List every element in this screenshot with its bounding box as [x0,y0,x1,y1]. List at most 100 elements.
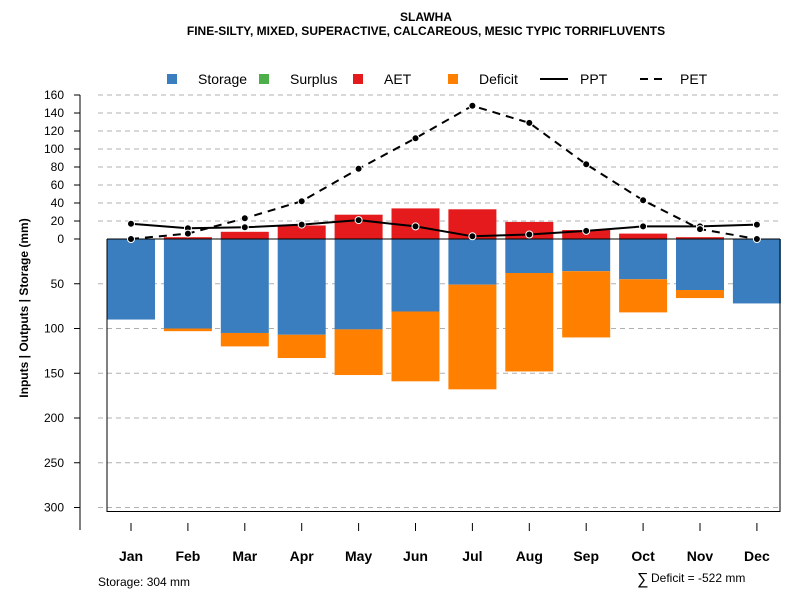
y-tick-label: 50 [51,277,65,291]
storage-bar [334,239,383,330]
legend-swatch-surplus [259,74,269,84]
pet-point [582,160,591,169]
y-tick-label: 60 [51,178,65,192]
ppt-point [240,223,249,232]
deficit-bar [163,328,212,332]
series-lines [127,101,761,243]
deficit-bar [676,290,724,299]
storage-bar [505,239,554,274]
ppt-point [525,230,534,239]
ppt-point [297,220,306,229]
legend-label-ppt: PPT [580,71,608,87]
y-tick-label: 140 [44,106,64,120]
y-tick-label: 200 [44,411,64,425]
y-tick-label: 250 [44,456,64,470]
legend-swatch-storage [167,74,177,84]
y-tick-label: 100 [44,142,64,156]
pet-point [525,118,534,127]
legend-label-storage: Storage [198,71,247,87]
x-tick-label-nov: Nov [687,548,714,564]
storage-footer: Storage: 304 mm [98,575,190,589]
storage-bar [163,239,212,329]
ppt-point [582,226,591,235]
x-tick-label-jan: Jan [119,548,143,564]
ppt-point [127,219,135,228]
y-tick-label: 100 [44,322,64,336]
legend-swatch-deficit [448,74,458,84]
aet-bar [619,233,668,239]
storage-bar [220,239,269,333]
chart-title: SLAWHA [400,10,452,24]
storage-bar [732,239,781,304]
deficit-footer: Deficit = -522 mm [651,571,745,585]
deficit-bar [619,279,668,313]
ppt-point [752,220,761,229]
storage-bar [277,239,326,335]
sum-symbol: ∑ [637,571,648,588]
storage-box [106,239,781,512]
x-tick-label-mar: Mar [232,548,257,564]
y-tick-label: 0 [57,232,64,246]
pet-point [127,235,135,243]
legend: Storage Surplus AET Deficit PPT PET [167,71,708,87]
deficit-bar [505,273,554,372]
storage-bar [107,239,155,320]
y-tick-label: 20 [51,214,65,228]
legend-label-surplus: Surplus [290,71,337,87]
storage-bar [448,239,497,285]
y-tick-label: 80 [51,160,65,174]
pet-point [240,214,249,223]
x-tick-label-jul: Jul [462,548,482,564]
storage-bar [391,239,440,312]
y-axis-label: Inputs | Outputs | Storage (mm) [17,218,31,397]
deficit-bar [448,284,497,390]
pet-point [411,134,420,143]
x-tick-label-feb: Feb [175,548,200,564]
ppt-point [639,222,648,231]
ppt-line [130,219,757,238]
x-tick-label-oct: Oct [631,548,655,564]
pet-line [130,104,758,240]
bars [107,208,781,390]
deficit-bar [277,334,326,359]
pet-point [297,197,306,206]
pet-point [639,196,648,205]
aet-bar [163,237,212,239]
pet-point [752,235,761,243]
legend-label-pet: PET [680,71,708,87]
pet-point [183,229,192,238]
y-tick-label: 40 [51,196,65,210]
aet-bar [277,225,326,239]
legend-swatch-aet [353,74,363,84]
x-tick-label-jun: Jun [403,548,428,564]
x-tick-label-apr: Apr [290,548,315,564]
ppt-point [354,216,363,225]
x-tick-label-may: May [345,548,372,564]
tick-labels: 16014012010080604020050100150200250300Ja… [44,88,770,564]
deficit-bar [220,332,269,347]
storage-bar [676,239,724,291]
aet-bar [676,237,724,239]
pet-point [354,164,363,173]
x-tick-label-dec: Dec [744,548,770,564]
x-tick-label-aug: Aug [516,548,543,564]
ppt-point [411,222,420,231]
ppt-point [468,232,477,241]
y-tick-label: 300 [44,501,64,515]
aet-bar [220,231,269,239]
pet-point [696,225,704,234]
legend-label-aet: AET [384,71,412,87]
deficit-bar [391,311,440,382]
y-tick-label: 150 [44,366,64,380]
pet-point [468,101,477,110]
legend-label-deficit: Deficit [479,71,518,87]
x-tick-label-sep: Sep [573,548,599,564]
storage-bar [619,239,668,280]
deficit-bar [334,329,383,376]
y-tick-label: 120 [44,124,64,138]
y-tick-label: 160 [44,88,64,102]
deficit-bar [562,271,611,338]
chart-subtitle: FINE-SILTY, MIXED, SUPERACTIVE, CALCAREO… [187,24,665,38]
storage-bar [562,239,611,272]
